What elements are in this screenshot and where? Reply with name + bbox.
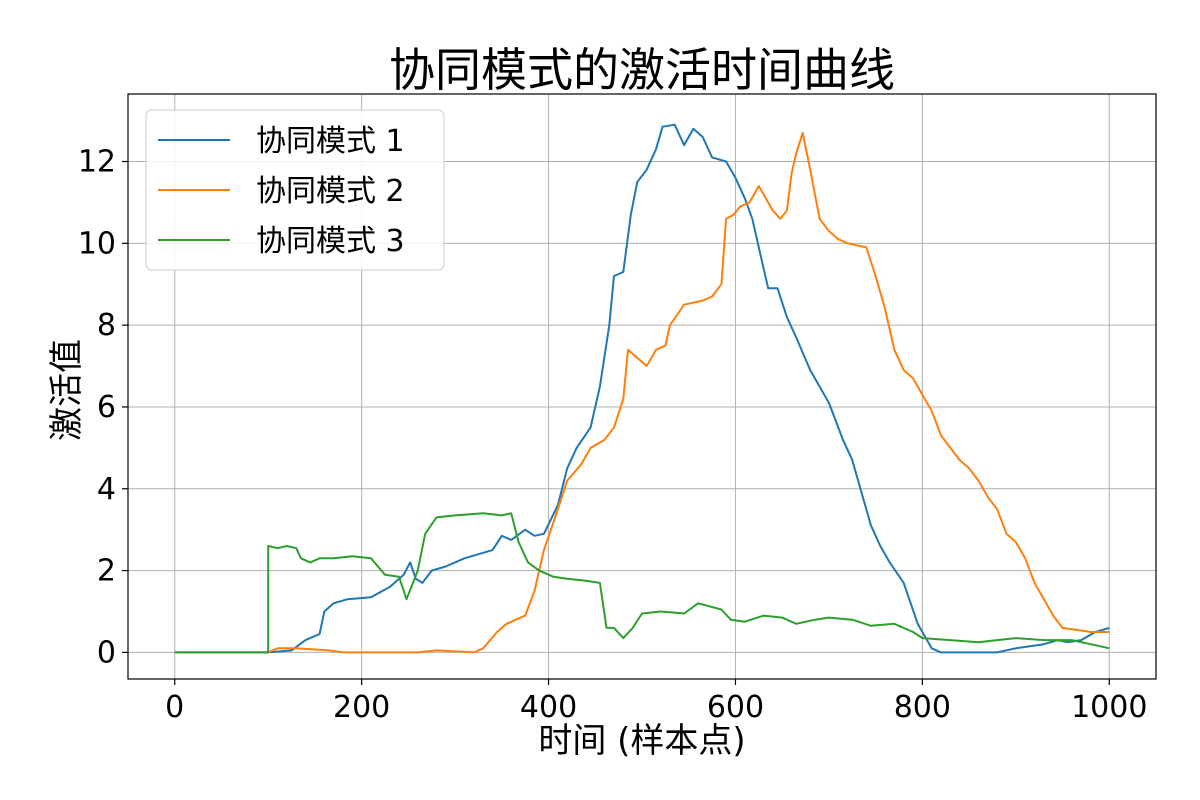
y-axis-ticks: 0 2 4 6 8 10 12 — [78, 145, 128, 670]
x-tick-label: 0 — [165, 690, 184, 725]
legend-box — [145, 109, 445, 271]
x-tick-label: 600 — [707, 690, 764, 725]
x-axis-ticks: 0 200 400 600 800 1000 — [165, 679, 1147, 725]
y-tick-label: 12 — [78, 145, 116, 180]
legend: 协同模式 1 协同模式 2 协同模式 3 — [145, 109, 445, 271]
y-axis-label: 激活值 — [47, 339, 87, 441]
y-tick-label: 6 — [97, 390, 116, 425]
x-tick-label: 200 — [333, 690, 390, 725]
series-group — [174, 123, 1110, 654]
legend-label-1: 协同模式 1 — [256, 124, 405, 159]
legend-label-3: 协同模式 3 — [256, 224, 405, 259]
x-axis-label: 时间 (样本点) — [538, 721, 745, 761]
chart-title: 协同模式的激活时间曲线 — [389, 43, 895, 97]
x-tick-label: 800 — [894, 690, 951, 725]
y-tick-label: 4 — [97, 472, 116, 507]
y-tick-label: 0 — [97, 635, 116, 670]
series-line-3 — [174, 512, 1110, 654]
series-line-2 — [174, 131, 1110, 654]
legend-label-2: 协同模式 2 — [256, 174, 405, 209]
y-tick-label: 2 — [97, 554, 116, 589]
x-tick-label: 400 — [520, 690, 577, 725]
y-tick-label: 10 — [78, 226, 116, 261]
plot-frame — [127, 93, 1157, 680]
x-tick-label: 1000 — [1071, 690, 1147, 725]
y-tick-label: 8 — [97, 308, 116, 343]
